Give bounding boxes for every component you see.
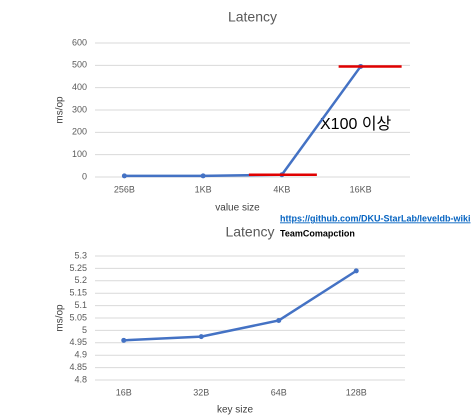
x-tick-label: 4KB [273,184,290,194]
y-tick-label: 400 [72,82,87,92]
y-axis-label: ms/op [55,304,66,332]
y-tick-label: 5.05 [69,312,87,322]
team-label: TeamComapction [280,228,355,238]
y-tick-label: 4.85 [69,362,87,372]
marker [198,334,204,340]
line [124,65,362,178]
y-tick-label: 5.1 [74,300,87,310]
x-tick-label: 1KB [195,184,212,194]
link[interactable]: https://github.com/DKU-StarLab/leveldb-w… [280,213,471,223]
marker [353,268,359,274]
chart-title: Latency [225,224,274,240]
y-tick-label: 5.25 [69,263,87,273]
y-tick-label: 100 [72,149,87,159]
y-tick-label: 0 [82,171,87,181]
y-tick-label: 5.2 [74,275,87,285]
x-tick-label: 32B [193,387,209,397]
y-tick-label: 4.9 [74,350,87,360]
y-tick-label: 600 [72,37,87,47]
y-axis-label: ms/op [55,96,66,124]
x-tick-label: 256B [114,184,135,194]
y-tick-label: 4.8 [74,374,87,384]
marker [121,337,127,343]
y-tick-label: 500 [72,60,87,70]
y-tick-label: 5.15 [69,288,87,298]
marker [276,317,282,323]
y-tick-label: 200 [72,127,87,137]
x-tick-label: 128B [346,387,367,397]
marker [200,173,206,179]
x-tick-label: 64B [271,387,287,397]
x-axis-label: key size [217,405,254,416]
y-tick-label: 300 [72,104,87,114]
y-tick-label: 5.3 [74,250,87,260]
annotation: X100 이상 [320,115,392,133]
x-tick-label: 16B [116,387,132,397]
y-tick-label: 5 [82,325,87,335]
x-tick-label: 16KB [350,184,372,194]
x-axis-label: value size [215,203,260,214]
y-tick-label: 4.95 [69,337,87,347]
marker [121,173,127,179]
chart-title: Latency [228,9,277,25]
line [123,269,357,342]
